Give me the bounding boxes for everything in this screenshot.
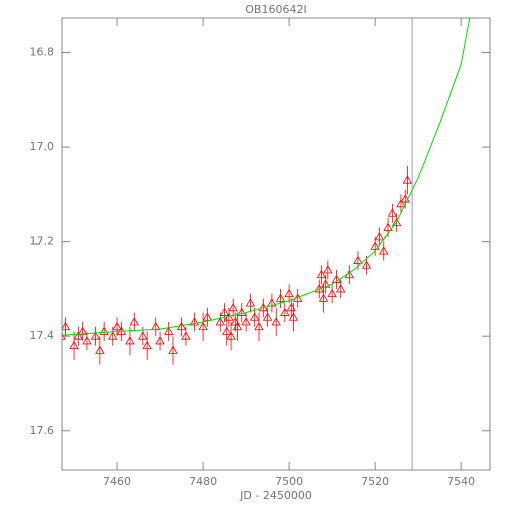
y-tick-label: 17.4 bbox=[30, 329, 55, 342]
model-curve bbox=[62, 18, 471, 336]
data-point bbox=[129, 317, 139, 326]
x-axis-label: JD - 2450000 bbox=[239, 489, 312, 502]
data-point bbox=[69, 340, 79, 350]
data-point bbox=[232, 321, 243, 331]
data-point bbox=[288, 312, 299, 321]
data-point bbox=[82, 336, 92, 345]
data-point bbox=[215, 317, 225, 326]
data-point bbox=[379, 246, 389, 255]
data-point bbox=[361, 260, 372, 269]
chart-title: OB160642I bbox=[245, 3, 306, 16]
data-point bbox=[90, 331, 101, 340]
x-tick-label: 7520 bbox=[361, 475, 389, 488]
data-point bbox=[280, 307, 290, 316]
data-point bbox=[62, 321, 71, 331]
data-point bbox=[323, 265, 333, 274]
data-point bbox=[198, 321, 208, 331]
data-point bbox=[125, 336, 135, 345]
data-point bbox=[142, 340, 152, 350]
plot-area bbox=[62, 18, 471, 470]
x-tick-label: 7480 bbox=[189, 475, 217, 488]
plot-frame bbox=[61, 17, 491, 471]
x-tick-label: 7540 bbox=[447, 475, 475, 488]
data-point bbox=[222, 326, 232, 335]
data-point bbox=[402, 175, 413, 184]
data-point bbox=[241, 317, 251, 326]
data-point bbox=[396, 199, 406, 208]
data-point bbox=[400, 194, 410, 203]
data-point bbox=[353, 255, 363, 264]
y-tick-label: 17.0 bbox=[30, 140, 55, 153]
data-point bbox=[262, 312, 273, 321]
data-point bbox=[99, 326, 109, 335]
x-tick-label: 7460 bbox=[103, 475, 131, 488]
y-tick-label: 16.8 bbox=[30, 46, 55, 59]
data-point bbox=[163, 326, 174, 335]
data-point bbox=[250, 312, 260, 321]
data-point bbox=[271, 317, 281, 326]
data-point bbox=[237, 307, 247, 316]
data-point bbox=[181, 331, 191, 340]
data-point bbox=[155, 336, 165, 345]
data-point bbox=[168, 345, 178, 354]
data-point bbox=[331, 274, 342, 283]
y-tick-label: 17.6 bbox=[30, 424, 55, 437]
data-point bbox=[95, 345, 105, 354]
data-point bbox=[327, 288, 337, 298]
data-point bbox=[202, 312, 213, 321]
y-axis-label: I bbox=[29, 242, 42, 245]
data-point bbox=[138, 331, 148, 340]
data-point bbox=[108, 331, 118, 340]
data-point bbox=[391, 217, 402, 227]
data-point bbox=[73, 331, 84, 340]
data-point bbox=[383, 222, 393, 231]
data-point bbox=[374, 232, 385, 241]
data-point bbox=[112, 321, 122, 331]
data-point bbox=[316, 269, 327, 279]
data-point bbox=[245, 298, 256, 307]
data-point bbox=[284, 288, 294, 298]
data-point bbox=[228, 303, 238, 312]
data-point bbox=[336, 284, 346, 293]
data-point bbox=[387, 208, 398, 217]
data-point bbox=[189, 317, 200, 326]
data-point bbox=[275, 293, 286, 302]
data-point bbox=[62, 332, 66, 340]
data-point bbox=[77, 326, 88, 335]
data-point bbox=[226, 331, 236, 340]
x-tick-label: 7500 bbox=[275, 475, 303, 488]
y-tick-label: 17.2 bbox=[30, 235, 55, 248]
data-point bbox=[267, 298, 277, 307]
data-point bbox=[370, 241, 380, 250]
data-point bbox=[318, 293, 329, 302]
data-point bbox=[219, 307, 230, 316]
data-point bbox=[254, 321, 264, 331]
